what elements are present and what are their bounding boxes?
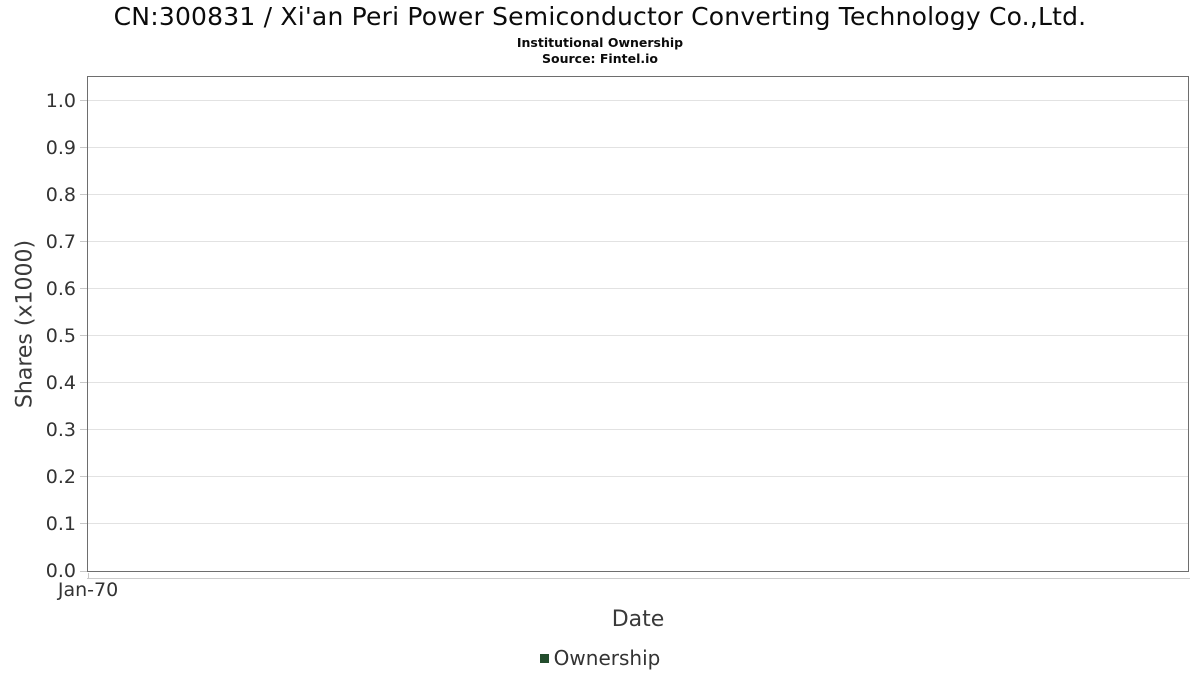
y-tick-mark bbox=[80, 429, 87, 431]
gridline bbox=[88, 241, 1188, 243]
gridline bbox=[88, 335, 1188, 337]
gridline bbox=[88, 194, 1188, 196]
y-tick-mark bbox=[80, 194, 87, 196]
legend-item-ownership[interactable]: Ownership bbox=[539, 646, 661, 670]
gridline bbox=[88, 382, 1188, 384]
y-tick-label: 0.8 bbox=[45, 183, 76, 206]
y-tick-mark bbox=[80, 382, 87, 384]
gridline bbox=[88, 100, 1188, 102]
y-tick-mark bbox=[80, 476, 87, 478]
gridline bbox=[88, 288, 1188, 290]
y-tick-label: 0.5 bbox=[45, 324, 76, 347]
y-tick-label: 0.4 bbox=[45, 371, 76, 394]
legend-swatch-ownership bbox=[539, 653, 549, 663]
gridline bbox=[88, 476, 1188, 478]
y-tick-label: 0.1 bbox=[45, 512, 76, 535]
y-tick-mark bbox=[80, 100, 87, 102]
y-tick-label: 1.0 bbox=[45, 89, 76, 112]
y-tick-mark bbox=[80, 288, 87, 290]
x-axis-line bbox=[86, 578, 1190, 579]
y-tick-label: 0.6 bbox=[45, 277, 76, 300]
y-tick-label: 0.0 bbox=[45, 560, 76, 582]
plot-area: 0.0 0.1 0.2 0.3 0.4 0.5 0.6 0.7 0.8 0.9 1.0 Jan-70 bbox=[46, 76, 1190, 601]
legend: Ownership bbox=[0, 646, 1200, 670]
x-axis-title: Date bbox=[611, 607, 665, 632]
y-tick-mark bbox=[80, 241, 87, 243]
x-tick-label: Jan-70 bbox=[57, 579, 119, 601]
gridline bbox=[88, 523, 1188, 525]
y-tick-mark bbox=[80, 335, 87, 337]
chart-title: CN:300831 / Xi'an Peri Power Semiconduct… bbox=[113, 2, 1087, 31]
gridline bbox=[88, 147, 1188, 149]
x-tick-mark bbox=[87, 573, 89, 579]
y-tick-label: 0.3 bbox=[45, 418, 76, 441]
chart-source-credit: Source: Fintel.io bbox=[542, 51, 658, 66]
y-tick-label: 0.7 bbox=[45, 230, 76, 253]
y-tick-mark bbox=[80, 147, 87, 149]
y-tick-label: 0.2 bbox=[45, 465, 76, 488]
chart-subtitle: Institutional Ownership bbox=[516, 35, 684, 50]
y-tick-mark bbox=[80, 523, 87, 525]
legend-label-ownership: Ownership bbox=[553, 646, 661, 670]
y-tick-mark bbox=[80, 570, 87, 572]
y-tick-label: 0.9 bbox=[45, 136, 76, 159]
gridline bbox=[88, 429, 1188, 431]
